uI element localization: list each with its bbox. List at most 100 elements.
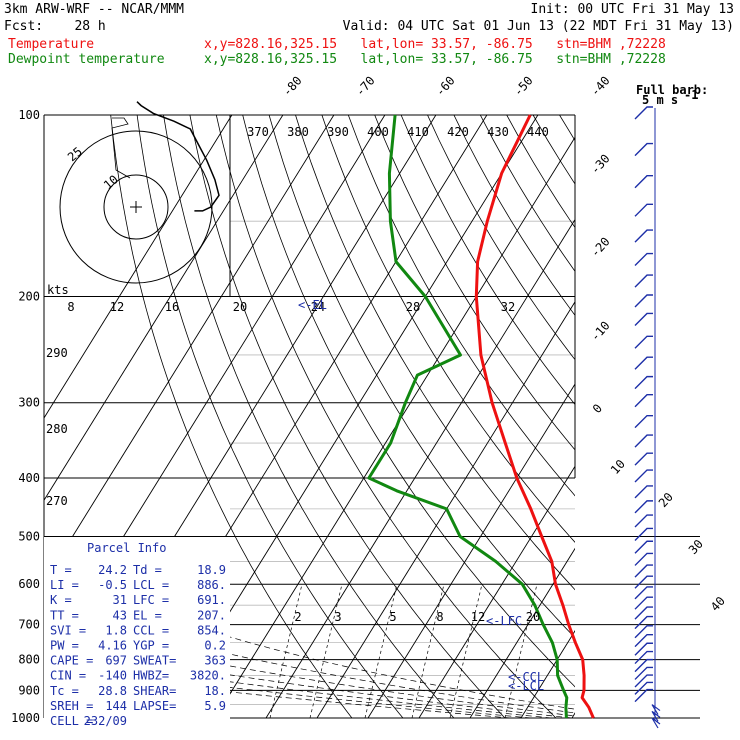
dry-adiabat-330 [321,115,575,543]
wind-barb-17 [634,485,653,499]
wind-barb-9 [634,335,653,349]
dry-adiabat-320 [295,115,575,591]
dry-adiabat-280 [189,115,506,718]
dry-adiabat-270 [163,115,455,718]
parcel-row-8-label2: SHEAR= [133,684,176,698]
hodo-speed-0: 8 [67,300,74,314]
dry-adiabat-370 [427,115,575,361]
dry-adiabat-440 [612,115,740,731]
theta-label-430: 430 [487,125,509,139]
isotherm--110 [44,115,284,502]
parcel-row-7-value1: -140 [98,669,127,683]
parcel-row-8-value2: 18. [204,684,226,698]
wind-barb-4 [634,229,653,243]
mixing-ratio-label-5: 20 [526,610,540,624]
theta-label-420: 420 [447,125,469,139]
wind-barb-8 [634,312,653,326]
pressure-label-100: 100 [18,108,40,122]
level-marker-3: <-EL [298,298,327,312]
wind-barb-33 [634,658,653,673]
hodo-speed-3: 20 [233,300,247,314]
temp-tick-0: 0 [590,401,605,416]
wind-barb-18 [634,500,653,514]
temp-tick--60: -60 [433,74,458,99]
wind-barb-14 [634,434,653,448]
mixing-ratio-label-1: 3 [334,610,341,624]
parcel-row-6-label2: SWEAT= [133,654,176,668]
wind-barb-5 [634,252,653,267]
isotherm--100 [44,115,335,584]
parcel-row-1-value1: -0.5 [98,578,127,592]
init-time: Init: 00 UTC Fri 31 May 13 [530,2,735,17]
parcel-box-bg [44,537,230,719]
parcel-row-10-value1: 232/09 [84,714,127,728]
barb-legend-title: Full barb: [636,83,708,97]
wind-barb-40 [651,717,661,729]
series-temperature-line [474,114,595,719]
hodo-grey-trace [111,117,131,179]
hodo-speed-1: 12 [110,300,124,314]
dry-adiabat-290 [215,115,557,718]
parcel-row-5-label2: YGP = [133,639,169,653]
wind-barb-34 [634,666,653,680]
wind-barb-31 [634,642,653,656]
wind-barb-39 [651,710,661,722]
pressure-label-400: 400 [18,471,40,485]
wind-barb-16 [634,469,653,483]
wind-barb-12 [634,394,653,408]
temp-tick--10: -10 [588,319,613,344]
temperature-location: x,y=828.16,325.15 lat,lon= 33.57, -86.75… [204,37,666,52]
wind-barb-36 [634,681,653,695]
theta-label-380: 380 [287,125,309,139]
temp-tick--50: -50 [511,74,536,99]
dewpoint-location: x,y=828.16,325.15 lat,lon= 33.57, -86.75… [204,52,666,67]
parcel-row-6-label1: CAPE = [50,654,93,668]
pressure-label-600: 600 [18,577,40,591]
isotherm--20 [367,383,575,718]
mixing-ratio-label-3: 8 [436,610,443,624]
wind-barb-30 [634,633,653,648]
pressure-label-200: 200 [18,290,40,304]
wind-barb-7 [634,294,653,308]
isotherm-30 [623,115,740,718]
wind-barb-21 [634,540,653,554]
hodo-speed-4: 24 [311,300,325,314]
parcel-row-9-value2: 5.9 [204,699,226,713]
wind-barb-20 [634,527,653,541]
wind-barb-22 [634,552,653,566]
mixing-ratio-5 [364,584,398,719]
parcel-row-1-value2: 886. [197,578,226,592]
isotherm--10 [418,465,575,718]
wind-barb-6 [634,274,653,288]
dry-adiabat-360 [400,115,575,406]
parcel-row-5-value1: 4.16 [98,639,127,653]
dry-adiabat-340 [347,115,575,497]
dry-adiabat-300 [242,115,575,688]
dry-adiabat-250 [110,115,353,718]
pressure-label-1000: 1000 [11,711,40,725]
dry-adiabat-410 [532,115,575,185]
isotherm-40 [674,115,740,718]
dry-adiabat-350 [374,115,575,451]
pressure-label-500: 500 [18,529,40,543]
kts-label: kts [47,283,69,297]
parcel-row-7-label1: CIN = [50,669,86,683]
hodo-ring-inner [103,174,169,240]
parcel-row-2-value2: 691. [197,593,226,607]
parcel-row-9-value1: 144 [105,699,127,713]
isotherm-50 [725,115,740,718]
series-dewpoint-line [367,114,569,719]
wind-barb-13 [634,414,653,429]
temp-tick-30: 30 [686,537,706,557]
barb-legend-value: 5 m s [642,93,678,107]
isotherm-10 [520,630,575,718]
parcel-row-9-label2: LAPSE= [133,699,176,713]
parcel-row-4-label1: SVI = [50,623,86,637]
wind-barb-1 [634,142,653,157]
level-marker-2: <-LCL [508,679,544,693]
temperature-legend: Temperature [8,37,95,52]
model-title: 3km ARW-WRF -- NCAR/MMM [4,2,185,17]
parcel-row-0-value1: 24.2 [98,563,127,577]
isotherm--40 [265,218,575,718]
theta-label-410: 410 [407,125,429,139]
